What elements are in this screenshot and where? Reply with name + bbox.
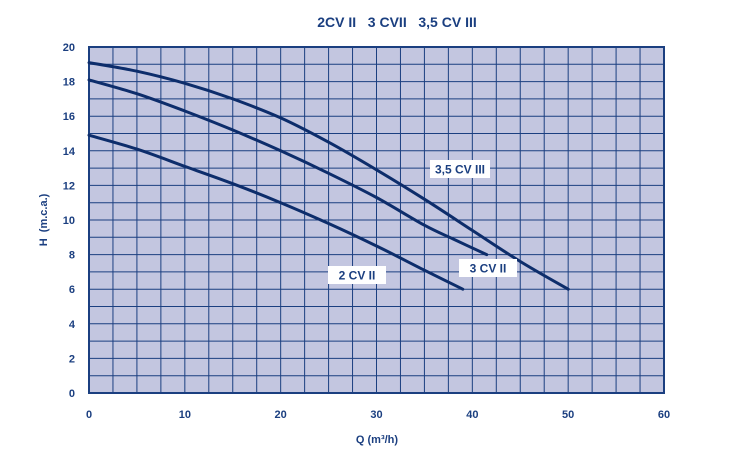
y-tick-label: 10 [63,215,75,227]
y-tick-label: 0 [69,388,75,400]
series-label-1: 2 CV II [328,266,386,284]
y-tick-label: 2 [69,353,75,365]
series-label-box [459,259,517,277]
x-tick-label: 40 [466,409,478,421]
series-line-2 [87,78,489,257]
x-axis-label: Q (m³/h) [356,434,398,446]
y-tick-label: 8 [69,250,75,262]
series-label-box [328,266,386,284]
x-axis-ticks: 0 10 20 30 40 50 60 [86,409,670,421]
series-labels: 2 CV II 3 CV II 3,5 CV III [328,160,517,284]
y-tick-label: 12 [63,180,75,192]
series-label-2: 3 CV II [459,259,517,277]
x-tick-label: 50 [562,409,574,421]
chart-title: 2CV II 3 CVII 3,5 CV III [317,14,477,30]
series-label-text: 3 CV II [470,262,507,276]
series-lines [87,61,570,291]
series-label-3: 3,5 CV III [430,160,490,178]
plot-frame [88,46,665,394]
series-label-box [430,160,490,178]
x-tick-label: 60 [658,409,670,421]
y-tick-label: 16 [63,111,75,123]
y-tick-label: 6 [69,284,75,296]
y-tick-label: 4 [69,319,76,331]
x-tick-label: 0 [86,409,92,421]
y-tick-label: 18 [63,77,75,89]
series-line-1 [87,133,465,291]
y-tick-label: 14 [63,146,76,158]
x-tick-label: 20 [275,409,287,421]
x-tick-label: 10 [179,409,191,421]
series-line-3 [87,61,570,291]
y-axis-ticks: 0 2 4 6 8 10 12 14 16 18 20 [63,42,76,400]
y-axis-label: H (m.c.a.) [38,193,50,246]
y-tick-label: 20 [63,42,75,54]
series-label-text: 2 CV II [339,269,376,283]
horizontal-gridlines [89,46,664,394]
x-tick-label: 30 [370,409,382,421]
series-label-text: 3,5 CV III [435,163,485,177]
